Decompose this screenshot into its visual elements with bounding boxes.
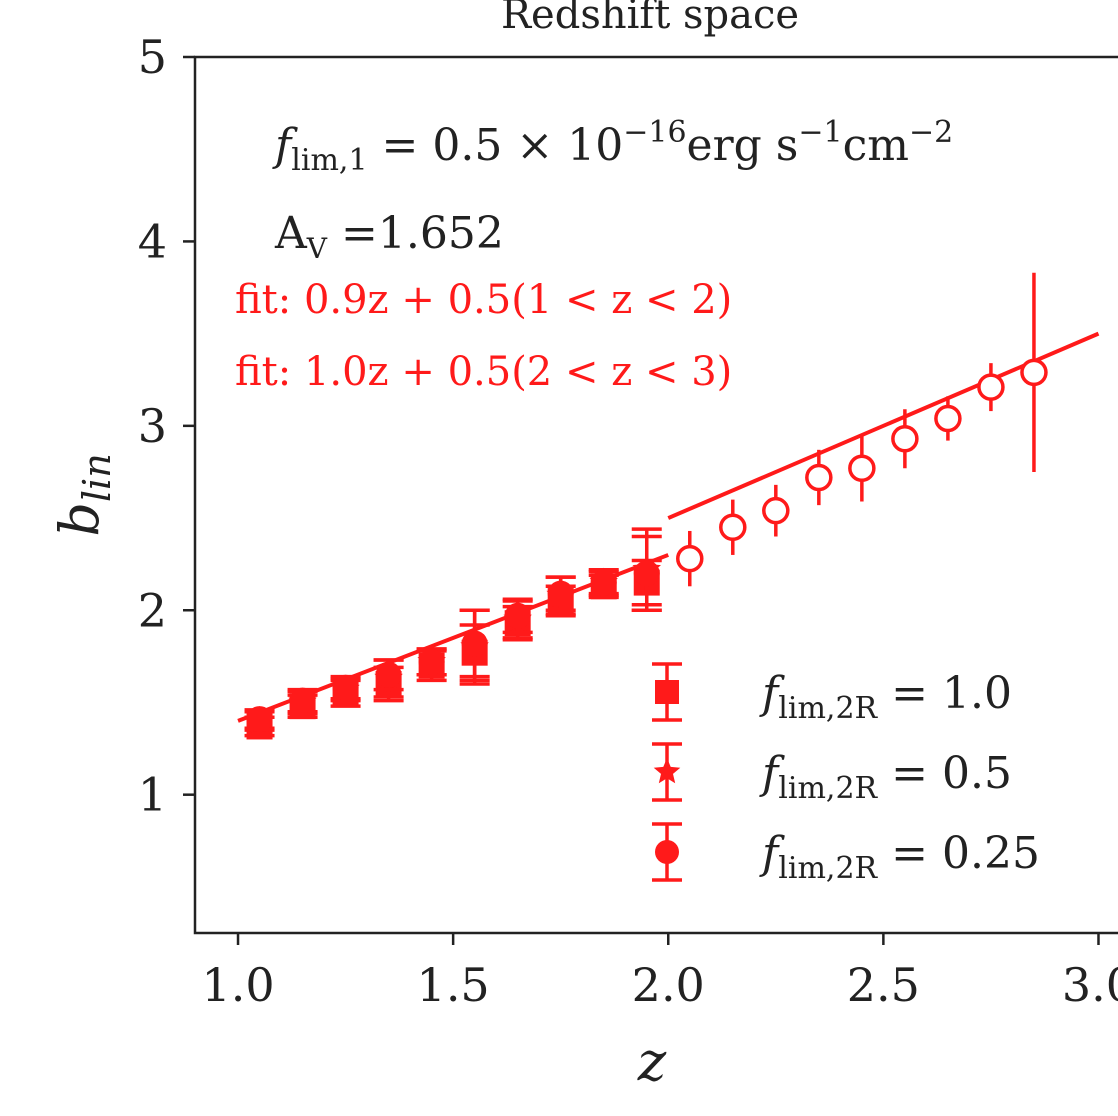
open-circle-marker: [719, 513, 747, 542]
legend-label: flim,2R = 1.0: [759, 668, 1012, 726]
annotation-fit-2: fit: 1.0z + 0.5(2 < z < 3): [235, 349, 732, 395]
circle-marker: [461, 630, 488, 657]
circle-marker: [375, 661, 402, 688]
x-axis-label: z: [637, 1030, 667, 1093]
circle-marker: [289, 687, 316, 714]
open-circle-marker: [891, 425, 919, 453]
chart-title: Redshift space: [501, 0, 799, 38]
star-marker: [653, 758, 681, 784]
x-tick-label: 3.0: [1062, 958, 1118, 1012]
circle-marker: [633, 560, 660, 587]
circle-marker: [246, 706, 273, 733]
open-circle-marker: [762, 496, 790, 525]
open-circle-marker: [848, 454, 876, 483]
annotation-flux-limit: flim,1 = 0.5 × 10−16erg s−1cm−2: [272, 115, 953, 178]
square-marker: [655, 680, 679, 704]
legend-label: flim,2R = 0.25: [759, 828, 1040, 886]
y-tick-label: 5: [138, 30, 167, 84]
y-tick-label: 1: [138, 768, 167, 822]
circle-marker: [547, 580, 574, 607]
annotation-fit-1: fit: 0.9z + 0.5(1 < z < 2): [235, 277, 732, 323]
open-circle-marker: [977, 373, 1005, 401]
x-tick-label: 1.5: [417, 958, 490, 1012]
circle-marker: [332, 674, 359, 701]
circle-marker: [590, 569, 617, 596]
open-circle-marker: [676, 544, 704, 573]
series-open-circle: [676, 272, 1048, 587]
legend: flim,2R = 1.0 flim,2R = 0.5 flim,2R = 0.25: [652, 662, 1040, 886]
circle-marker: [418, 648, 445, 675]
y-tick-label: 2: [138, 583, 167, 637]
annotation-extinction: AV =1.652: [274, 208, 504, 265]
circle-marker: [655, 840, 679, 864]
plot-frame: [193, 55, 1118, 935]
series-circle: [244, 534, 662, 733]
data-points: [244, 272, 1048, 740]
y-tick-label: 3: [138, 399, 167, 453]
y-tick-label: 4: [138, 214, 167, 268]
legend-entry: flim,2R = 0.25: [652, 822, 1040, 886]
x-tick-label: 1.0: [201, 958, 274, 1012]
open-circle-marker: [1020, 358, 1048, 387]
x-tick-label: 2.0: [632, 958, 705, 1012]
legend-label: flim,2R = 0.5: [759, 748, 1012, 806]
open-circle-marker: [934, 404, 962, 433]
legend-entry: flim,2R = 1.0: [652, 662, 1012, 726]
y-axis-label: blin: [48, 453, 119, 536]
legend-entry: flim,2R = 0.5: [652, 742, 1012, 806]
x-tick-label: 2.5: [847, 958, 920, 1012]
circle-marker: [504, 602, 531, 629]
axis-ticks: 1.0 1.5 2.0 2.5 3.0 1 2 3 4 5: [138, 30, 1118, 1012]
open-circle-marker: [805, 463, 833, 492]
